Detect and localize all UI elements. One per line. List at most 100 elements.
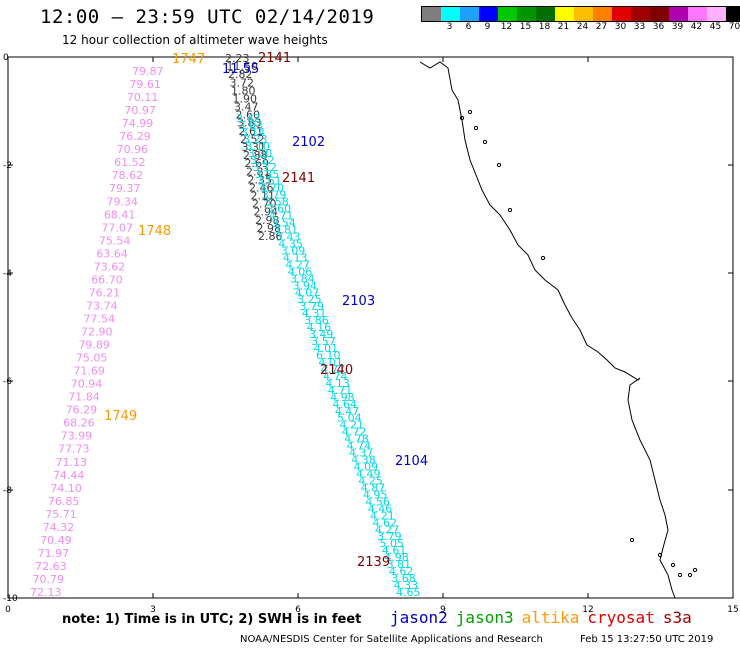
track-value-cyan: 3.94	[292, 279, 317, 292]
legend-swatch	[669, 7, 688, 21]
legend-swatch	[612, 7, 631, 21]
track-value-cyan: 4.74	[347, 440, 372, 453]
track-value-cyan: 3.79	[377, 530, 402, 543]
coastline	[419, 61, 676, 599]
track-value-cyan: 3.00	[248, 147, 273, 160]
track-value-cyan: 4.37	[349, 447, 374, 460]
legend-swatch	[574, 7, 593, 21]
track-value-gray: 2.23	[225, 52, 250, 65]
track-value-gray: 3.47	[234, 101, 259, 114]
track-value-cyan: 3.57	[311, 335, 336, 348]
track-value-cyan: 3.61	[257, 175, 282, 188]
legend-label: 33	[633, 22, 646, 32]
x-tick-label: 3	[150, 605, 156, 615]
legend-swatch	[498, 7, 517, 21]
legend-label: 12	[500, 22, 513, 32]
track-value-cyan: 4.21	[340, 419, 365, 432]
track-value-cyan: 3.12	[250, 154, 275, 167]
track-value-cyan: 4.13	[283, 251, 308, 264]
track-value-altika: 73.74	[86, 299, 118, 312]
legend-label: 3	[446, 22, 453, 32]
satellite-legend: jason2 jason3 altika cryosat s3a	[390, 608, 700, 627]
pass-label-2104: 2104	[395, 454, 428, 469]
track-value-gray: 11.50	[227, 60, 259, 73]
track-value-gray: 3.83	[237, 117, 262, 130]
legend-swatch	[726, 7, 740, 21]
track-value-cyan: 4.74	[323, 370, 348, 383]
track-value-cyan: 4.62	[372, 516, 397, 529]
pass-label-2139: 2139	[357, 555, 390, 570]
track-value-gray: 2.98	[257, 222, 282, 235]
track-value-gray: 2.86	[258, 230, 283, 243]
track-value-altika: 71.69	[73, 365, 105, 378]
track-value-cyan: 4.87	[361, 481, 386, 494]
track-value-cyan: 4.56	[365, 495, 390, 508]
track-value-altika: 73.99	[61, 430, 93, 443]
track-value-cyan: 4.95	[363, 488, 388, 501]
track-value-gray: 1.90	[233, 92, 258, 105]
satellite-s3a: s3a	[662, 608, 692, 627]
pass-label-2103: 2103	[342, 294, 375, 309]
pass-label-1747: 1747	[172, 52, 205, 67]
satellite-altika: altika	[521, 608, 580, 627]
track-value-cyan: 4.07	[295, 286, 320, 299]
track-value-altika: 70.79	[33, 573, 65, 586]
track-value-altika: 76.29	[119, 130, 151, 143]
track-value-cyan: 3.58	[264, 196, 289, 209]
track-value-cyan: 3.23	[243, 133, 268, 146]
satellite-jason3: jason3	[455, 608, 514, 627]
legend-label: 27	[595, 22, 608, 32]
track-value-cyan: 3.79	[262, 189, 287, 202]
timestamp-text: Feb 15 13:27:50 UTC 2019	[580, 634, 714, 645]
credit-text: NOAA/NESDIS Center for Satellite Applica…	[240, 634, 543, 645]
legend-swatch	[460, 7, 479, 21]
pass-label-2141: 2141	[258, 51, 291, 66]
track-value-cyan: 4.49	[356, 468, 381, 481]
legend-label: 36	[652, 22, 665, 32]
track-value-cyan: 4.47	[335, 405, 360, 418]
legend-swatch	[707, 7, 726, 21]
track-value-cyan: 4.46	[368, 502, 393, 515]
track-value-gray: 3.72	[230, 76, 255, 89]
track-value-gray: 3.31	[242, 141, 267, 154]
legend-swatch	[517, 7, 536, 21]
legend-label: 39	[671, 22, 684, 32]
track-value-cyan: 3.12	[252, 161, 277, 174]
island-mark	[657, 552, 663, 558]
island-mark	[692, 567, 698, 573]
track-value-altika: 68.26	[63, 417, 95, 430]
track-value-altika: 72.13	[30, 586, 62, 599]
track-value-altika: 78.62	[112, 169, 144, 182]
track-value-altika: 76.21	[89, 286, 121, 299]
track-value-gray: 2.70	[252, 198, 277, 211]
track-value-altika: 61.52	[114, 156, 145, 169]
track-value-cyan: 3.43	[276, 231, 301, 244]
track-value-cyan: 4.72	[342, 426, 367, 439]
track-value-cyan: 3.68	[391, 572, 416, 585]
x-tick-label: 9	[440, 605, 446, 615]
track-value-altika: 71.13	[56, 456, 88, 469]
track-value-altika: 66.70	[91, 273, 123, 286]
track-value-gray: 2.11	[251, 190, 276, 203]
track-value-cyan: 4.25	[358, 474, 383, 487]
track-value-altika: 74.99	[122, 117, 154, 130]
legend-label: 18	[538, 22, 551, 32]
track-value-cyan: 4.16	[307, 321, 332, 334]
satellite-jason2: jason2	[390, 608, 448, 627]
track-value-altika: 70.11	[127, 91, 158, 104]
track-value-cyan: 3.81	[274, 224, 299, 237]
track-value-cyan: 5.05	[380, 537, 405, 550]
footer-note: note: 1) Time is in UTC; 2) SWH is in fe…	[62, 612, 362, 627]
track-value-cyan: 4.98	[330, 391, 355, 404]
track-value-altika: 77.54	[84, 312, 116, 325]
track-value-gray: 2.98	[255, 214, 280, 227]
track-value-cyan: 4.13	[325, 377, 350, 390]
pass-label-11.55: 11.55	[222, 62, 259, 77]
track-value-cyan: 4.01	[318, 356, 343, 369]
pass-label-2140: 2140	[320, 363, 353, 378]
page-title: 12:00 – 23:59 UTC 02/14/2019	[40, 6, 375, 28]
track-value-cyan: 4.65	[396, 586, 421, 599]
island-mark	[459, 115, 465, 121]
satellite-cryosat: cryosat	[587, 608, 655, 627]
